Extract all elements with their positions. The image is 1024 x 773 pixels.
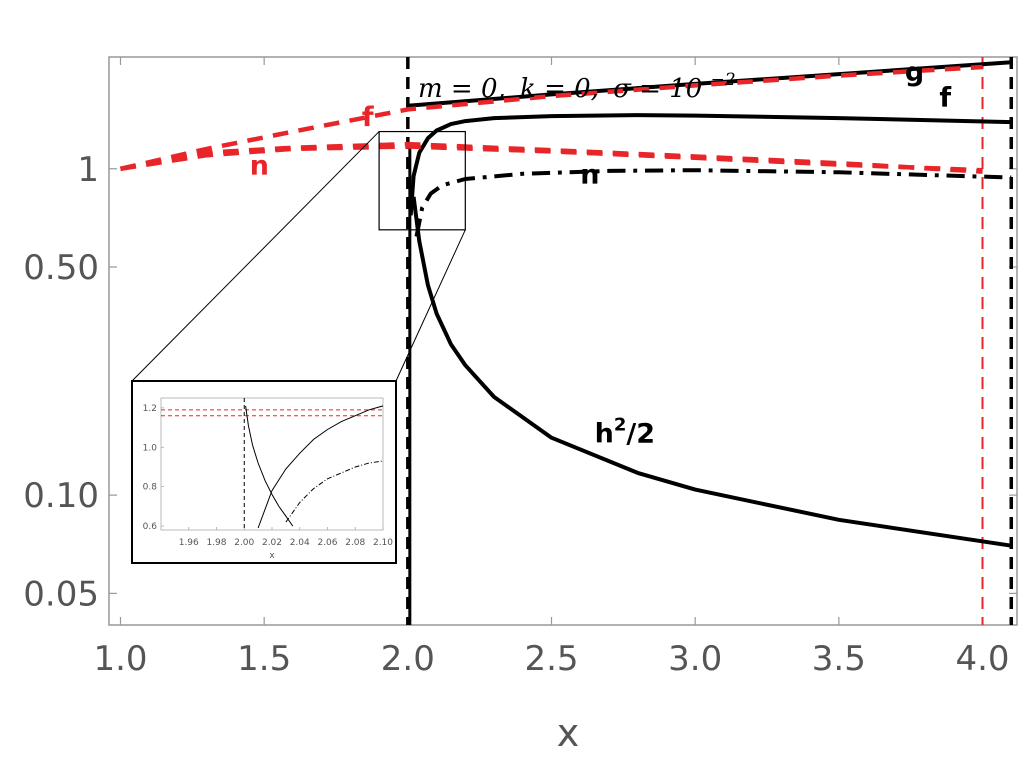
inset-y-tick-label: 1.0	[143, 443, 158, 453]
inset-plot: 1.96 1.98 2.00 2.02 2.04 2.06 2.08 2.10 0.6 0.8 1.…	[131, 380, 397, 564]
series-label: f	[362, 102, 374, 133]
inset-y-tick-label: 1.2	[143, 404, 157, 414]
inset-series-line	[257, 405, 384, 529]
x-tick-label: 2.0	[381, 639, 435, 679]
series-label: n	[250, 151, 269, 182]
x-tick-label: 4.0	[955, 639, 1009, 679]
x-tick-label: 1.5	[237, 639, 291, 679]
inset-x-tick-label: 2.04	[290, 538, 310, 548]
x-tick-label: 3.0	[668, 639, 722, 679]
chart-annotation-params: m = 0, k = 0, σ = 10 −2	[418, 70, 736, 104]
x-tick-label: 2.5	[524, 639, 578, 679]
series-label: g	[905, 57, 924, 88]
y-tick-label: 1	[77, 150, 99, 190]
zoom-connector-line	[131, 131, 380, 382]
inset-frame	[131, 380, 397, 564]
inset-x-tick-label: 2.08	[345, 538, 365, 548]
main-plot: 1.0 1.5 2.0 2.5 3.0 3.5 4.00.050.100.501gfnh2/…	[23, 56, 1018, 679]
inset-y-tick-label: 0.8	[143, 483, 158, 493]
inset-x-tick-label: 1.98	[206, 538, 226, 548]
series-label-superscript: 2	[614, 414, 627, 435]
inset-x-tick-label: 2.00	[234, 538, 254, 548]
series-label: n	[580, 160, 599, 191]
inset-x-axis-label: x	[269, 551, 275, 561]
series-line	[119, 64, 983, 171]
inset-x-tick-label: 2.02	[262, 538, 282, 548]
series-label-suffix: /2	[626, 418, 655, 449]
y-tick-label: 0.05	[23, 574, 99, 614]
plot-frame	[108, 56, 1018, 626]
inset-x-tick-label: 2.06	[317, 538, 337, 548]
inset-series-line	[245, 405, 294, 527]
inset-x-tick-label: 1.96	[179, 538, 199, 548]
series-line	[411, 196, 1012, 548]
series-line	[408, 113, 1012, 216]
zoom-region-box	[378, 130, 466, 231]
series-line	[414, 168, 1012, 237]
inset-y-tick-label: 0.6	[143, 522, 158, 532]
series-label: f	[939, 83, 951, 114]
inset-x-tick-label: 2.10	[373, 538, 393, 548]
x-axis-label: x	[557, 711, 580, 755]
inset-series-line	[285, 460, 384, 523]
y-tick-label: 0.10	[23, 476, 99, 516]
y-tick-label: 0.50	[23, 248, 99, 288]
zoom-connector-line	[395, 229, 466, 382]
x-tick-label: 3.5	[812, 639, 866, 679]
x-tick-label: 1.0	[93, 639, 147, 679]
series-label: h2/2	[595, 414, 655, 449]
